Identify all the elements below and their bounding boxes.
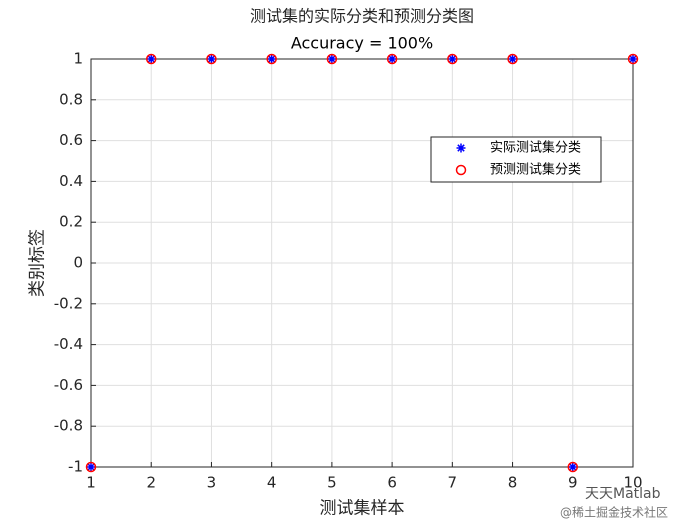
circle-marker xyxy=(326,53,338,65)
asterisk-marker xyxy=(568,462,578,472)
asterisk-marker xyxy=(387,54,397,64)
asterisk-marker xyxy=(447,54,457,64)
circle-marker xyxy=(447,53,458,65)
asterisk-marker xyxy=(456,143,466,153)
y-tick-label: 0.4 xyxy=(59,172,83,190)
asterisk-marker xyxy=(327,54,337,64)
legend-label: 实际测试集分类 xyxy=(490,140,581,156)
watermark: 天天Matlab xyxy=(585,486,661,502)
asterisk-marker xyxy=(206,54,216,64)
watermark: @稀土掘金技术社区 xyxy=(560,505,668,520)
y-tick-label: -0.4 xyxy=(54,335,83,353)
circle-marker xyxy=(386,53,398,65)
x-tick-label: 7 xyxy=(448,474,458,492)
y-tick-label: 0.2 xyxy=(59,213,83,231)
y-tick-label: -1 xyxy=(68,458,83,476)
y-axis-label: 类别标签 xyxy=(28,229,48,297)
x-axis-label: 测试集样本 xyxy=(320,499,405,519)
chart-title: 测试集的实际分类和预测分类图 xyxy=(250,7,474,26)
x-tick-label: 8 xyxy=(508,474,518,492)
asterisk-marker xyxy=(146,54,156,64)
y-tick-label: -0.6 xyxy=(54,376,83,394)
circle-marker xyxy=(627,53,639,65)
circle-marker xyxy=(455,164,467,176)
asterisk-marker xyxy=(508,54,518,64)
y-tick-label: 0.8 xyxy=(59,90,83,108)
x-tick-label: 4 xyxy=(267,474,277,492)
circle-marker xyxy=(85,461,97,473)
x-tick-label: 3 xyxy=(207,474,217,492)
x-tick-label: 5 xyxy=(327,474,337,492)
y-tick-label: 1 xyxy=(73,50,83,68)
x-tick-label: 6 xyxy=(387,474,397,492)
y-tick-label: 0 xyxy=(73,254,83,272)
circle-marker xyxy=(507,53,518,65)
legend-label: 预测测试集分类 xyxy=(490,162,581,178)
circle-marker xyxy=(567,461,579,473)
asterisk-marker xyxy=(267,54,277,64)
y-tick-label: -0.8 xyxy=(54,417,83,435)
asterisk-marker xyxy=(86,462,96,472)
y-tick-label: -0.2 xyxy=(54,294,83,312)
asterisk-marker xyxy=(628,54,638,64)
circle-marker xyxy=(266,53,277,65)
x-tick-label: 2 xyxy=(146,474,156,492)
circle-marker xyxy=(206,53,217,65)
y-tick-label: 0.6 xyxy=(59,131,83,149)
x-tick-label: 1 xyxy=(86,474,96,492)
axes-box xyxy=(90,58,634,468)
circle-marker xyxy=(145,53,157,65)
x-tick-label: 10 xyxy=(623,474,642,492)
x-tick-label: 9 xyxy=(568,474,578,492)
chart-subtitle: Accuracy = 100% xyxy=(291,34,433,53)
